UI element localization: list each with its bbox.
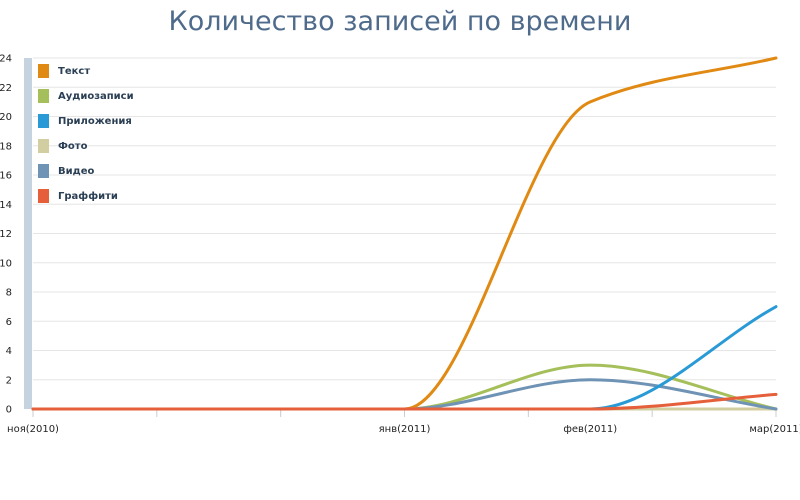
legend-swatch: [38, 89, 49, 103]
y-tick-label: 0: [6, 405, 12, 416]
legend-label: Видео: [58, 166, 94, 177]
y-tick-label: 2: [6, 375, 12, 386]
y-tick-label: 12: [0, 229, 12, 240]
y-tick-label: 8: [6, 288, 12, 299]
legend-label: Текст: [58, 66, 90, 77]
legend-label: Фото: [58, 141, 88, 152]
grid-lines: [33, 57, 776, 410]
legend-swatch: [38, 114, 49, 128]
y-axis-bar: [24, 58, 32, 409]
legend-label: Приложения: [58, 116, 132, 127]
y-tick-label: 16: [0, 171, 12, 182]
y-tick-label: 4: [6, 346, 12, 357]
legend-label: Граффити: [58, 190, 118, 202]
legend-label: Аудиозаписи: [58, 91, 134, 102]
y-tick-label: 10: [0, 258, 12, 269]
legend-swatch: [38, 139, 49, 153]
x-tick-label: ноя(2010): [7, 424, 59, 435]
x-tick-label: фев(2011): [563, 424, 617, 435]
x-axis: ноя(2010) янв(2011) фев(2011) мар(2011): [7, 408, 800, 435]
legend-swatch: [38, 189, 49, 203]
series-line: [31, 305, 778, 411]
legend-swatch: [38, 164, 49, 178]
series-line: [31, 392, 778, 411]
y-tick-label: 24: [0, 54, 12, 65]
legend: Текст Аудиозаписи Приложения Фото Видео Графф…: [38, 64, 134, 203]
legend-swatch: [38, 64, 49, 78]
y-tick-label: 18: [0, 141, 12, 152]
y-tick-label: 22: [0, 83, 12, 94]
x-tick-label: янв(2011): [379, 424, 431, 435]
y-tick-label: 6: [6, 317, 12, 328]
x-tick-label: мар(2011): [749, 424, 800, 435]
y-tick-label: 20: [0, 112, 12, 123]
series-lines: [31, 56, 778, 411]
chart-title: Количество записей по времени: [168, 6, 632, 37]
y-tick-label: 14: [0, 200, 12, 211]
